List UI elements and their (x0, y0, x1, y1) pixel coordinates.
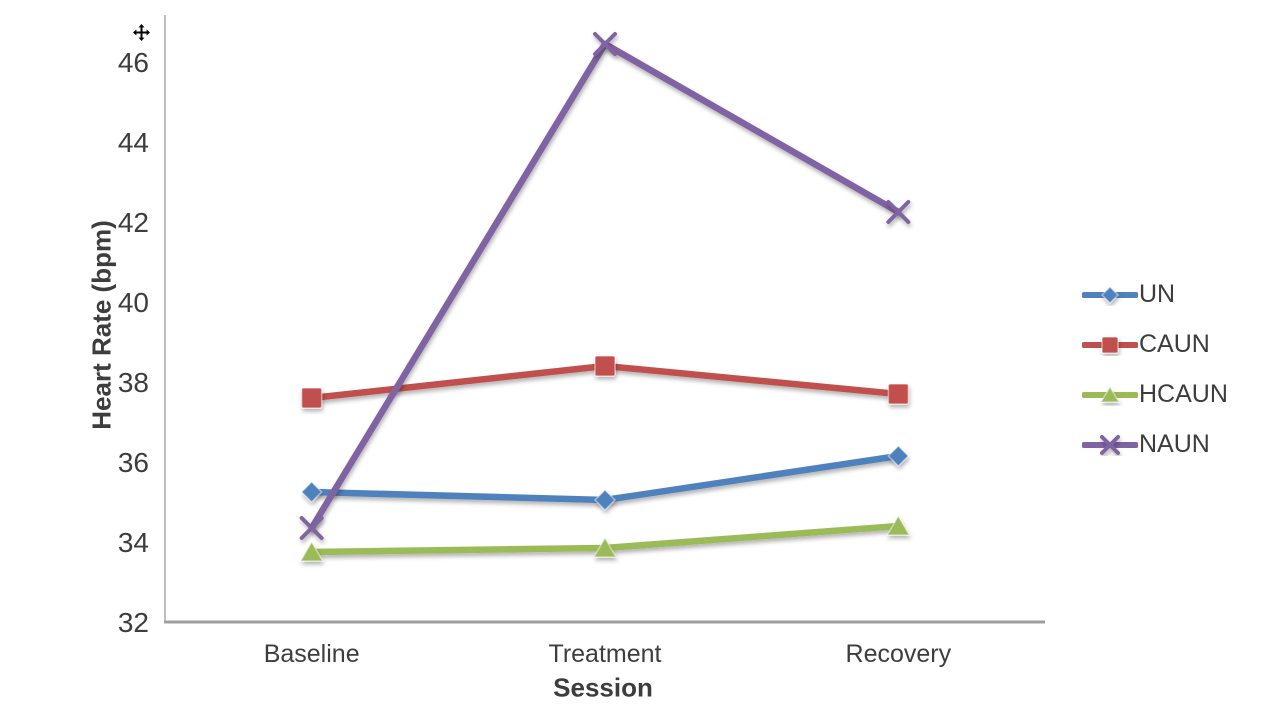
legend-label: UN (1139, 280, 1176, 308)
legend-marker-CAUN[interactable] (1101, 335, 1119, 354)
legend: UN CAUN HCAUN NAUN (1082, 280, 1228, 459)
y-tick-label: 34 (118, 527, 149, 558)
series-marker-CAUN[interactable] (594, 355, 616, 377)
square-legend-swatch-icon (1082, 335, 1138, 354)
series-marker-NAUN[interactable] (593, 32, 617, 56)
y-tick-label: 40 (118, 287, 149, 318)
triangle-legend-swatch-icon (1082, 385, 1138, 403)
legend-label: NAUN (1139, 430, 1210, 458)
y-tick-label: 32 (118, 607, 149, 638)
diamond-legend-swatch-icon (1082, 285, 1138, 304)
move-cursor-glyph (133, 24, 150, 41)
legend-marker-UN[interactable] (1100, 285, 1120, 304)
y-tick-label: 44 (118, 127, 149, 158)
move-cursor-icon (133, 24, 150, 41)
x-axis-title: Session (553, 672, 653, 703)
legend-label: HCAUN (1139, 380, 1228, 408)
series-marker-UN[interactable] (887, 444, 910, 468)
legend-item-CAUN[interactable]: CAUN (1082, 330, 1228, 359)
legend-marker-NAUN[interactable] (1100, 434, 1120, 455)
legend-marker-HCAUN[interactable] (1099, 385, 1121, 403)
series-marker-UN[interactable] (593, 488, 617, 512)
series-marker-HCAUN[interactable] (886, 514, 911, 536)
series-marker-NAUN[interactable] (299, 516, 324, 540)
legend-label: CAUN (1139, 330, 1210, 358)
y-tick-label: 42 (118, 207, 149, 238)
series-marker-CAUN[interactable] (300, 387, 323, 409)
x-tick-label: Recovery (846, 640, 952, 668)
legend-item-UN[interactable]: UN (1082, 280, 1228, 309)
y-axis-title: Heart Rate (bpm) (86, 220, 117, 430)
x-legend-swatch-icon (1082, 434, 1138, 455)
y-tick-label: 46 (118, 47, 149, 78)
series-marker-HCAUN[interactable] (592, 536, 618, 558)
series-line-NAUN[interactable] (308, 40, 902, 532)
series-marker-NAUN[interactable] (886, 200, 911, 224)
series-marker-UN[interactable] (300, 480, 323, 504)
y-tick-label: 36 (118, 447, 149, 478)
series-marker-CAUN[interactable] (887, 383, 910, 405)
series-marker-HCAUN[interactable] (299, 540, 324, 562)
y-tick-label: 38 (118, 367, 149, 398)
x-tick-label: Baseline (264, 640, 360, 668)
legend-item-NAUN[interactable]: NAUN (1082, 430, 1228, 459)
x-tick-label: Treatment (548, 640, 661, 668)
legend-item-HCAUN[interactable]: HCAUN (1082, 380, 1228, 409)
